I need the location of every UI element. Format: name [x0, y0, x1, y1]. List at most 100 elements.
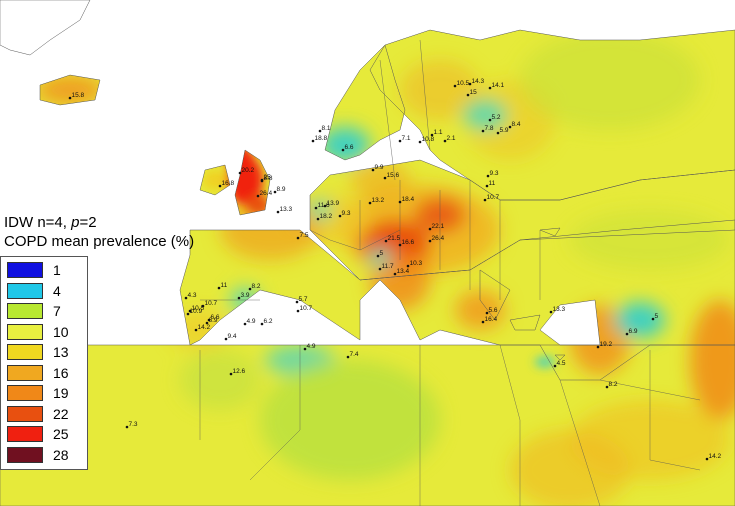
survey-point-label: 5.6 [489, 307, 498, 314]
survey-point-label: 8.9 [277, 186, 286, 193]
survey-point-marker [553, 364, 557, 368]
survey-point-marker [483, 198, 487, 202]
survey-point-label: 16.8 [222, 180, 235, 187]
survey-point-label: 12.6 [233, 368, 246, 375]
survey-point-marker [496, 131, 500, 135]
country-borders [199, 39, 701, 506]
survey-point-marker [596, 345, 600, 349]
legend-value: 22 [53, 405, 69, 422]
survey-point-label: 15.6 [387, 172, 400, 179]
survey-point-label: 10.9 [190, 308, 203, 315]
survey-point-label: 18.8 [315, 135, 328, 142]
legend-item: 22 [7, 405, 69, 423]
survey-point-marker [508, 125, 512, 129]
survey-point-marker [256, 194, 260, 198]
greenland-outline [0, 0, 91, 56]
survey-point-marker [303, 347, 307, 351]
legend-value: 25 [53, 426, 69, 442]
survey-point-marker [485, 184, 489, 188]
legend-value: 10 [53, 323, 69, 340]
survey-point-label: 11.7 [382, 263, 395, 270]
survey-point-label: 9.9 [375, 164, 384, 171]
survey-point-marker [318, 129, 322, 133]
survey-point-marker [651, 317, 655, 321]
survey-point-marker [398, 243, 402, 247]
survey-point-marker [273, 190, 277, 194]
survey-point-label: 14.3 [472, 78, 485, 85]
survey-point-marker [466, 93, 470, 97]
survey-point-marker [378, 267, 382, 271]
survey-point-marker [488, 118, 492, 122]
survey-point-marker [418, 140, 422, 144]
survey-point-marker [488, 86, 492, 90]
survey-point-marker [443, 139, 447, 143]
survey-point-label: 5.2 [492, 114, 501, 121]
survey-point-label: 7.8 [485, 125, 494, 132]
survey-point-marker [323, 204, 327, 208]
survey-point-label: 18.4 [402, 196, 415, 203]
survey-point-label: 13.9 [327, 200, 340, 207]
survey-point-label: 15 [470, 89, 478, 96]
survey-point-marker [184, 296, 188, 300]
survey-point-marker [428, 239, 432, 243]
survey-point-marker [125, 425, 129, 429]
survey-point-label: 11 [489, 180, 496, 187]
legend-item: 4 [7, 282, 61, 300]
survey-point-label: 11 [221, 282, 228, 289]
legend-item: 25 [7, 425, 69, 443]
survey-point-label: 6.6 [345, 144, 354, 151]
legend-swatch [7, 303, 43, 319]
survey-point-label: 8.1 [322, 125, 331, 132]
survey-point-marker [260, 179, 264, 183]
survey-point-marker [295, 300, 299, 304]
survey-point-marker [468, 82, 472, 86]
survey-point-marker [68, 96, 72, 100]
survey-point-label: 15.8 [72, 92, 85, 99]
legend-swatch [7, 446, 43, 463]
legend-value: 19 [53, 385, 69, 401]
survey-point-label: 16.4 [485, 316, 498, 323]
survey-point-marker [398, 139, 402, 143]
survey-point-marker [428, 227, 432, 231]
survey-point-label: 9.4 [228, 333, 237, 340]
legend-swatch [7, 282, 43, 299]
survey-point-marker [705, 457, 709, 461]
survey-point-label: 16.6 [402, 239, 415, 246]
survey-point-label: 13.4 [397, 268, 410, 275]
survey-point-label: 7.1 [402, 135, 411, 142]
survey-point-marker [217, 286, 221, 290]
survey-point-label: 21.5 [388, 235, 401, 242]
survey-point-label: 2.1 [447, 135, 456, 142]
legend-item: 10 [7, 323, 69, 341]
survey-point-marker [406, 264, 410, 268]
legend-title-line2: COPD mean prevalence (%) [4, 233, 195, 250]
survey-point-label: 5.7 [299, 296, 308, 303]
survey-point-marker [393, 272, 397, 276]
legend: 1 4 7 10 13 16 19 22 25 28 [0, 256, 88, 470]
legend-swatch [7, 344, 43, 360]
survey-point-label: 8.2 [609, 381, 618, 388]
survey-point-marker [237, 296, 241, 300]
legend-item: 7 [7, 302, 61, 320]
legend-swatch [7, 385, 43, 401]
survey-point-marker [605, 385, 609, 389]
survey-point-marker [486, 174, 490, 178]
survey-point-marker [238, 171, 242, 175]
survey-point-label: 6.2 [264, 318, 273, 325]
survey-point-label: 6.9 [209, 317, 218, 324]
survey-point-label: 7.3 [129, 421, 138, 428]
survey-point-label: 5.9 [500, 127, 509, 134]
survey-point-label: 25 [264, 174, 272, 181]
survey-point-label: 6.9 [629, 328, 638, 335]
survey-point-marker [549, 310, 553, 314]
survey-point-marker [243, 322, 247, 326]
survey-point-label: 26.4 [432, 235, 445, 242]
survey-point-label: 10.7 [487, 194, 500, 201]
survey-point-marker [201, 304, 205, 308]
survey-point-label: 4.9 [247, 318, 256, 325]
survey-point-label: 20.2 [242, 167, 255, 174]
legend-item: 28 [7, 446, 69, 464]
survey-point-label: 19.2 [600, 341, 613, 348]
legend-value: 28 [53, 446, 69, 463]
